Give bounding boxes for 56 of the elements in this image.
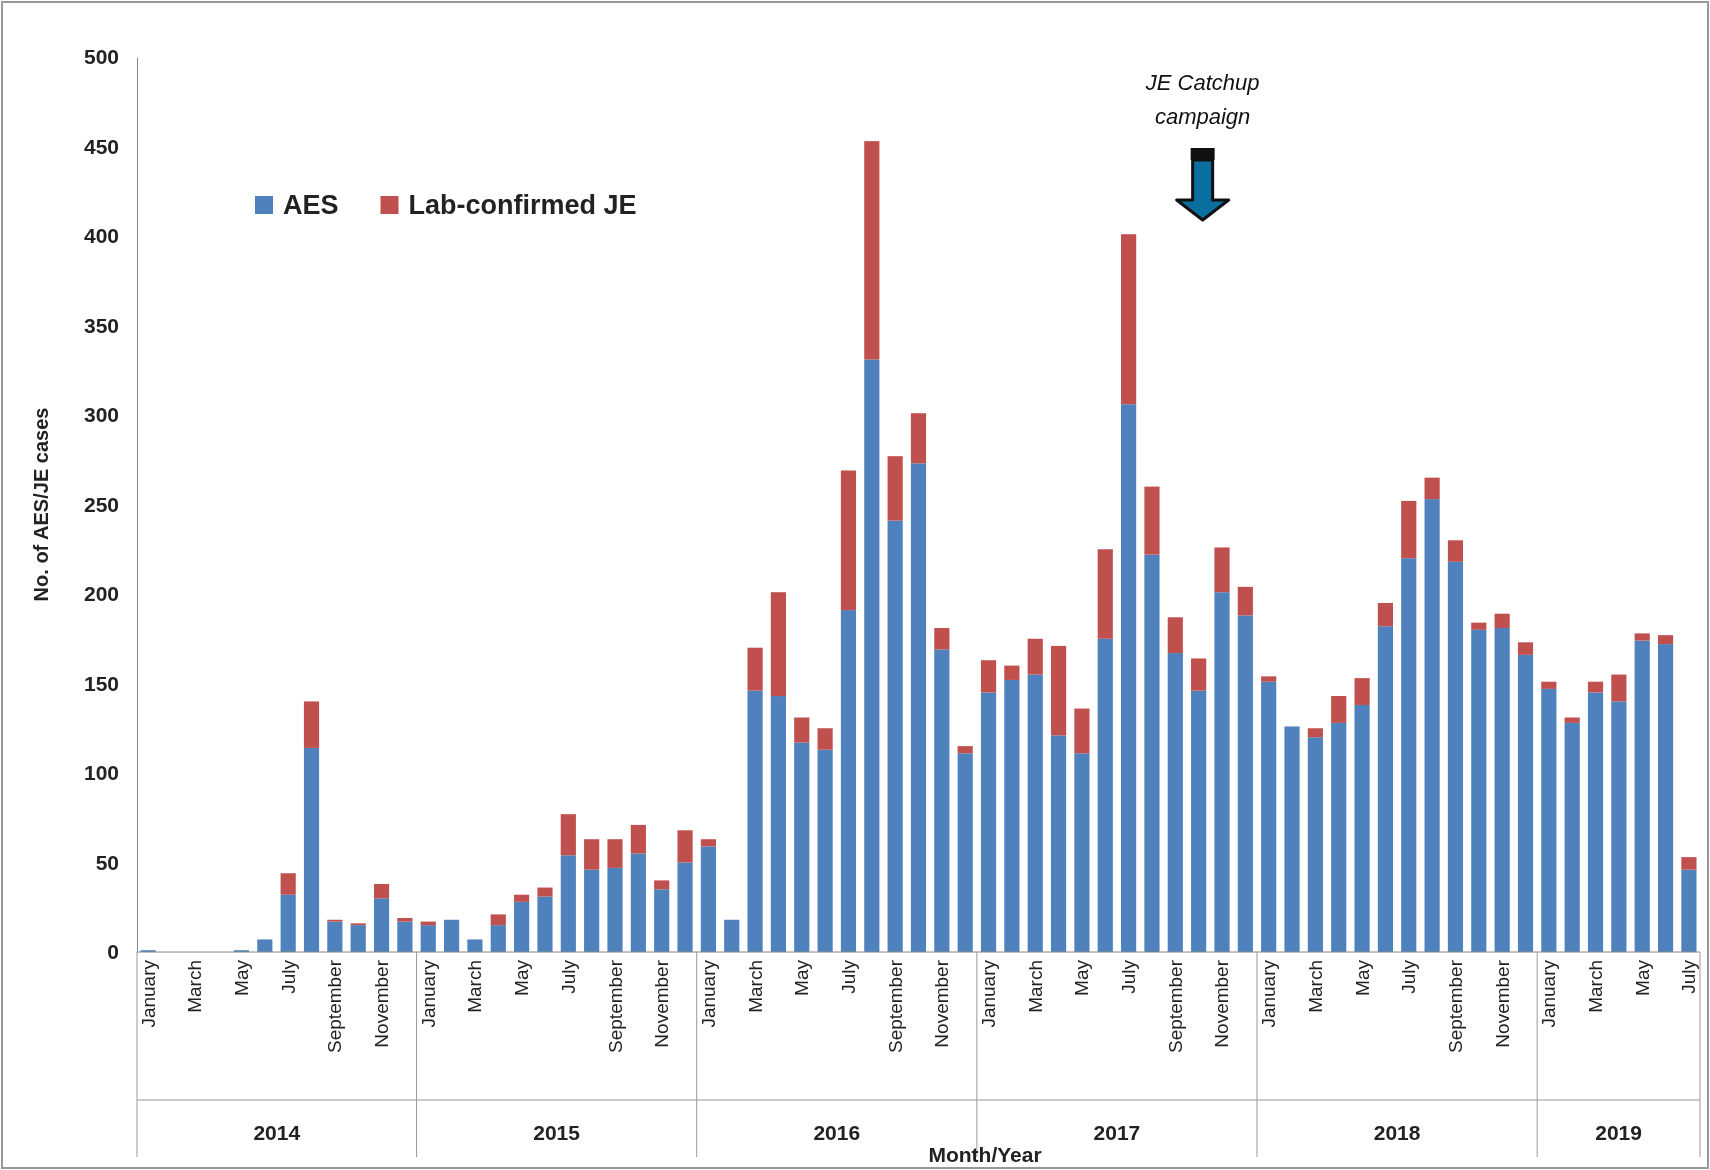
x-tick-label: January bbox=[1538, 959, 1560, 1028]
x-tick-label: July bbox=[1118, 959, 1140, 994]
text: 2014 bbox=[253, 1121, 301, 1144]
x-tick-label: November bbox=[371, 959, 393, 1048]
x-tick-label: September bbox=[884, 959, 906, 1053]
y-tick-label: 300 bbox=[83, 403, 119, 427]
text: 2015 bbox=[533, 1121, 581, 1144]
x-tick-label: November bbox=[1491, 959, 1513, 1048]
x-tick-label: November bbox=[931, 959, 953, 1048]
x-axis-title: Month/Year bbox=[928, 1143, 1042, 1166]
text: 2016 bbox=[813, 1121, 861, 1144]
x-tick-label: January bbox=[978, 959, 1000, 1028]
x-tick-label: September bbox=[1444, 959, 1466, 1053]
text: 2018 bbox=[1373, 1121, 1421, 1144]
y-tick-label: 350 bbox=[83, 313, 119, 337]
text: 2017 bbox=[1093, 1121, 1141, 1144]
x-tick-label: March bbox=[464, 960, 486, 1013]
y-tick-label: 0 bbox=[107, 940, 119, 964]
y-tick-label: 250 bbox=[83, 492, 119, 516]
legend-label: AES bbox=[283, 190, 339, 220]
x-tick-label: January bbox=[697, 959, 719, 1028]
x-tick-label: January bbox=[417, 959, 439, 1028]
x-tick-label: September bbox=[1164, 959, 1186, 1053]
y-tick-label: 500 bbox=[83, 45, 119, 69]
x-tick-label: March bbox=[744, 960, 766, 1013]
y-tick-label: 450 bbox=[83, 134, 119, 158]
x-tick-label: September bbox=[324, 959, 346, 1053]
legend-label: Lab-confirmed JE bbox=[408, 190, 637, 220]
text: 2019 bbox=[1595, 1121, 1642, 1144]
x-tick-label: January bbox=[137, 959, 159, 1028]
x-tick-label: November bbox=[1211, 959, 1233, 1048]
y-tick-label: 400 bbox=[83, 224, 119, 248]
x-tick-label: July bbox=[277, 959, 299, 994]
x-tick-label: March bbox=[1024, 960, 1046, 1013]
x-tick-label: May bbox=[1631, 959, 1653, 996]
x-tick-label: November bbox=[651, 959, 673, 1048]
x-tick-label: May bbox=[1071, 959, 1093, 996]
x-tick-label: July bbox=[837, 959, 859, 994]
x-tick-label: March bbox=[1585, 960, 1607, 1013]
x-tick-label: May bbox=[230, 959, 252, 996]
x-tick-label: July bbox=[1678, 959, 1700, 994]
x-tick-label: September bbox=[604, 959, 626, 1053]
x-tick-label: July bbox=[557, 959, 579, 994]
y-tick-label: 150 bbox=[83, 671, 119, 695]
x-tick-label: March bbox=[1304, 960, 1326, 1013]
x-tick-label: May bbox=[1351, 959, 1373, 996]
y-tick-label: 50 bbox=[95, 850, 119, 874]
x-tick-label: May bbox=[791, 959, 813, 996]
x-tick-label: March bbox=[184, 960, 206, 1013]
x-tick-label: July bbox=[1398, 959, 1420, 994]
y-tick-label: 100 bbox=[83, 761, 119, 785]
x-tick-label: January bbox=[1258, 959, 1280, 1028]
x-tick-label: May bbox=[511, 959, 533, 996]
y-tick-label: 200 bbox=[83, 582, 119, 606]
annotation: JE Catchup campaign bbox=[1144, 70, 1260, 129]
y-axis-title: No. of AES/JE cases bbox=[30, 407, 52, 602]
